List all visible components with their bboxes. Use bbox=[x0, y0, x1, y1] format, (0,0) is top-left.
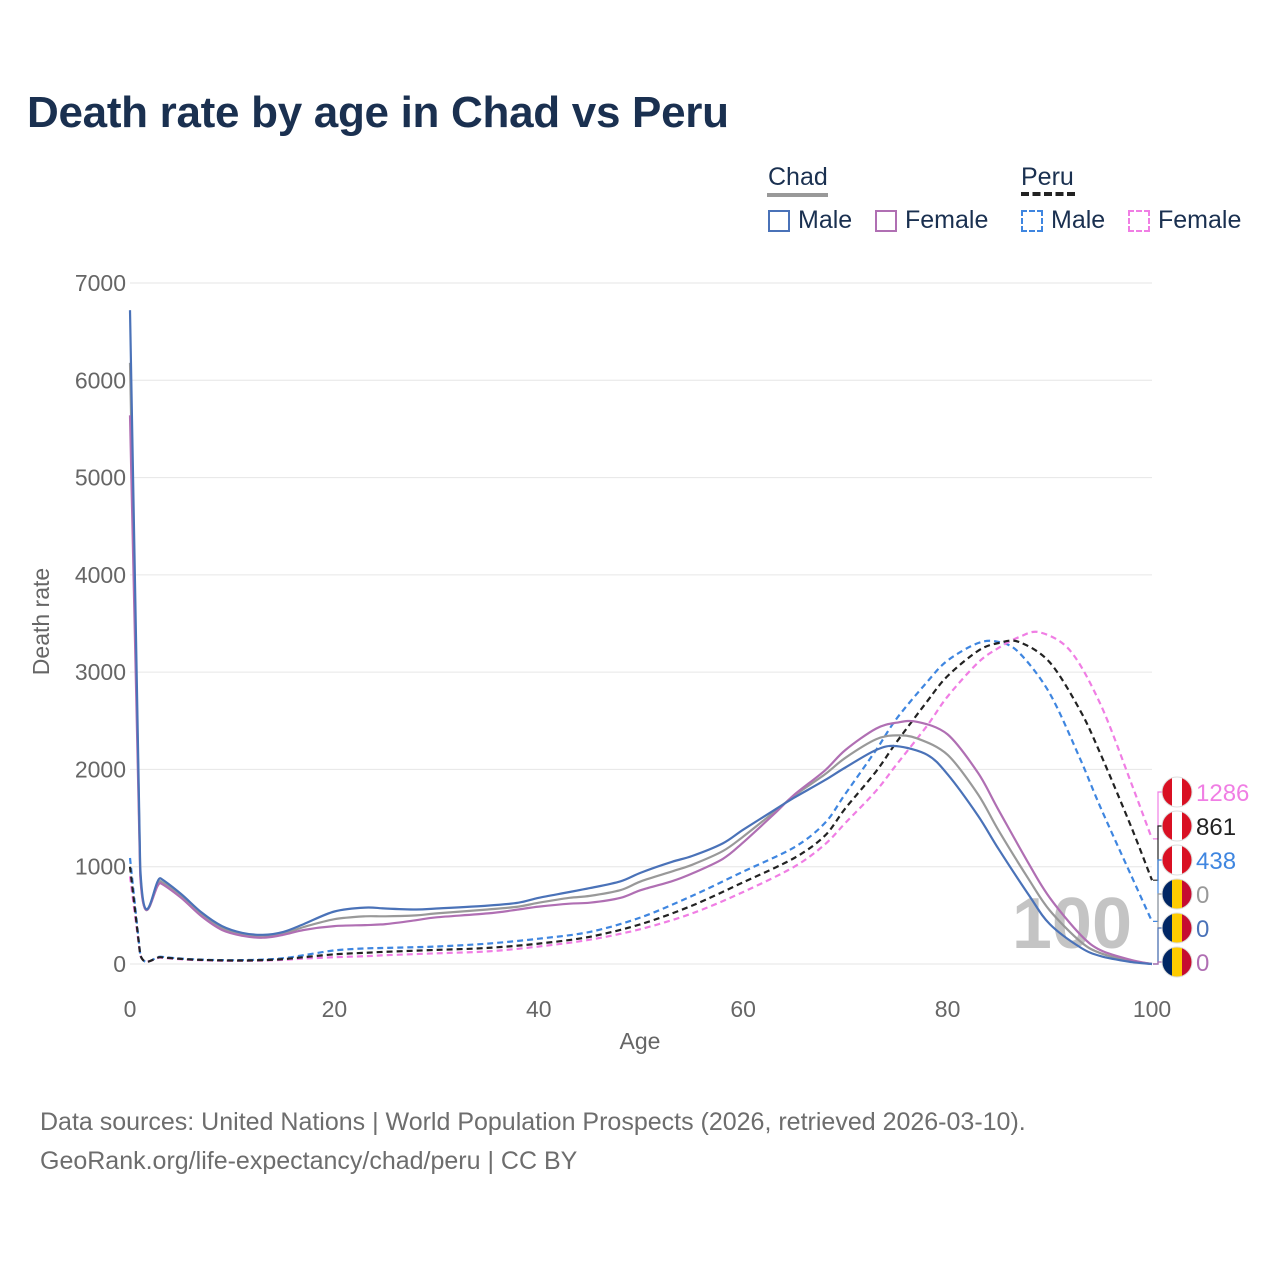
legend-swatch-chad-female bbox=[875, 209, 897, 232]
flag-ring bbox=[1161, 844, 1193, 876]
flag-ring bbox=[1161, 810, 1193, 842]
end-label-connector bbox=[1153, 825, 1164, 881]
end-value-label: 0 bbox=[1196, 882, 1209, 909]
footer-sources: Data sources: United Nations | World Pop… bbox=[40, 1108, 1026, 1136]
x-axis-label: Age bbox=[620, 1028, 661, 1054]
legend-label-peru-male: Male bbox=[1051, 206, 1106, 234]
legend-chad-line-sample bbox=[767, 193, 828, 197]
x-tick-label: 60 bbox=[730, 996, 756, 1022]
y-tick-label: 4000 bbox=[75, 562, 126, 588]
series-lines bbox=[128, 310, 1154, 966]
legend-peru-line-sample bbox=[1021, 192, 1075, 196]
legend-item-chad-male[interactable]: Male bbox=[768, 206, 852, 235]
series-line-chad-male bbox=[128, 310, 1153, 966]
legend-item-peru-female[interactable]: Female bbox=[1128, 206, 1241, 235]
legend-label-chad-female: Female bbox=[905, 206, 989, 234]
x-tick-label: 100 bbox=[1133, 996, 1171, 1022]
end-label-connector bbox=[1153, 791, 1164, 840]
flag-stripe bbox=[1182, 879, 1192, 909]
page-title: Death rate by age in Chad vs Peru bbox=[27, 88, 729, 137]
y-tick-label: 7000 bbox=[75, 270, 126, 296]
flag-stripe bbox=[1182, 913, 1192, 943]
y-tick-label: 3000 bbox=[75, 659, 126, 685]
legend-item-peru-male[interactable]: Male bbox=[1021, 206, 1105, 235]
series-line-chad-total bbox=[128, 362, 1153, 966]
x-tick-label: 40 bbox=[526, 996, 552, 1022]
y-tick-label: 6000 bbox=[75, 367, 126, 393]
legend-swatch-peru-female bbox=[1128, 209, 1150, 232]
flag-stripe bbox=[1172, 811, 1182, 841]
series-line-chad-female bbox=[128, 415, 1153, 966]
legend-label-chad-male: Male bbox=[798, 206, 853, 234]
flag-stripe bbox=[1182, 947, 1192, 977]
flag-stripe bbox=[1172, 777, 1182, 807]
x-tick-label: 0 bbox=[124, 996, 137, 1022]
legend-group-chad: Chad bbox=[768, 163, 828, 191]
flag-chad-icon bbox=[1162, 947, 1192, 977]
flag-stripe bbox=[1182, 845, 1192, 875]
y-tick-label: 5000 bbox=[75, 465, 126, 491]
y-tick-label: 2000 bbox=[75, 756, 126, 782]
series-line-peru-male bbox=[128, 639, 1153, 963]
flag-stripe bbox=[1162, 777, 1172, 807]
flag-stripe bbox=[1162, 811, 1172, 841]
flag-peru-icon bbox=[1162, 811, 1192, 841]
end-labels: 1286 861 438 0 0 0 bbox=[1153, 776, 1249, 978]
flag-stripe bbox=[1172, 913, 1182, 943]
flag-stripe bbox=[1172, 845, 1182, 875]
axes: 0 1000 2000 3000 4000 5000 6000 7000 0 20 40 60 80 10… bbox=[28, 270, 1171, 1054]
flag-stripe bbox=[1172, 947, 1182, 977]
flag-ring bbox=[1161, 946, 1193, 978]
end-value-label: 0 bbox=[1196, 950, 1209, 977]
flag-stripe bbox=[1172, 879, 1182, 909]
flag-ring bbox=[1161, 878, 1193, 910]
footer-link[interactable]: GeoRank.org/life-expectancy/chad/peru | … bbox=[40, 1147, 578, 1175]
flag-stripe bbox=[1162, 879, 1172, 909]
end-value-label: 0 bbox=[1196, 916, 1209, 943]
y-tick-label: 0 bbox=[113, 951, 126, 977]
end-value-label: 861 bbox=[1196, 814, 1236, 841]
flag-chad-icon bbox=[1162, 879, 1192, 909]
flag-stripe bbox=[1182, 777, 1192, 807]
series-line-peru-female bbox=[128, 630, 1154, 963]
end-value-label: 1286 bbox=[1196, 780, 1249, 807]
y-axis-label: Death rate bbox=[28, 568, 54, 675]
legend-item-chad-female[interactable]: Female bbox=[875, 206, 988, 235]
y-tick-label: 1000 bbox=[75, 854, 126, 880]
x-tick-label: 20 bbox=[322, 996, 348, 1022]
flag-peru-icon bbox=[1162, 777, 1192, 807]
end-label-connector bbox=[1153, 859, 1164, 922]
flag-stripe bbox=[1162, 913, 1172, 943]
end-label-connector bbox=[1153, 961, 1164, 965]
flag-stripe bbox=[1162, 947, 1172, 977]
flag-ring bbox=[1161, 776, 1193, 808]
legend-swatch-peru-male bbox=[1021, 209, 1043, 232]
flag-chad-icon bbox=[1162, 913, 1192, 943]
flag-stripe bbox=[1162, 845, 1172, 875]
grid bbox=[130, 282, 1152, 965]
end-value-label: 438 bbox=[1196, 848, 1236, 875]
legend-swatch-chad-male bbox=[768, 209, 790, 232]
flag-ring bbox=[1161, 912, 1193, 944]
x-tick-label: 80 bbox=[935, 996, 961, 1022]
legend-group-peru: Peru bbox=[1021, 163, 1074, 191]
flag-peru-icon bbox=[1162, 845, 1192, 875]
series-line-peru-total bbox=[128, 639, 1154, 963]
legend-label-peru-female: Female bbox=[1158, 206, 1242, 234]
flag-stripe bbox=[1182, 811, 1192, 841]
